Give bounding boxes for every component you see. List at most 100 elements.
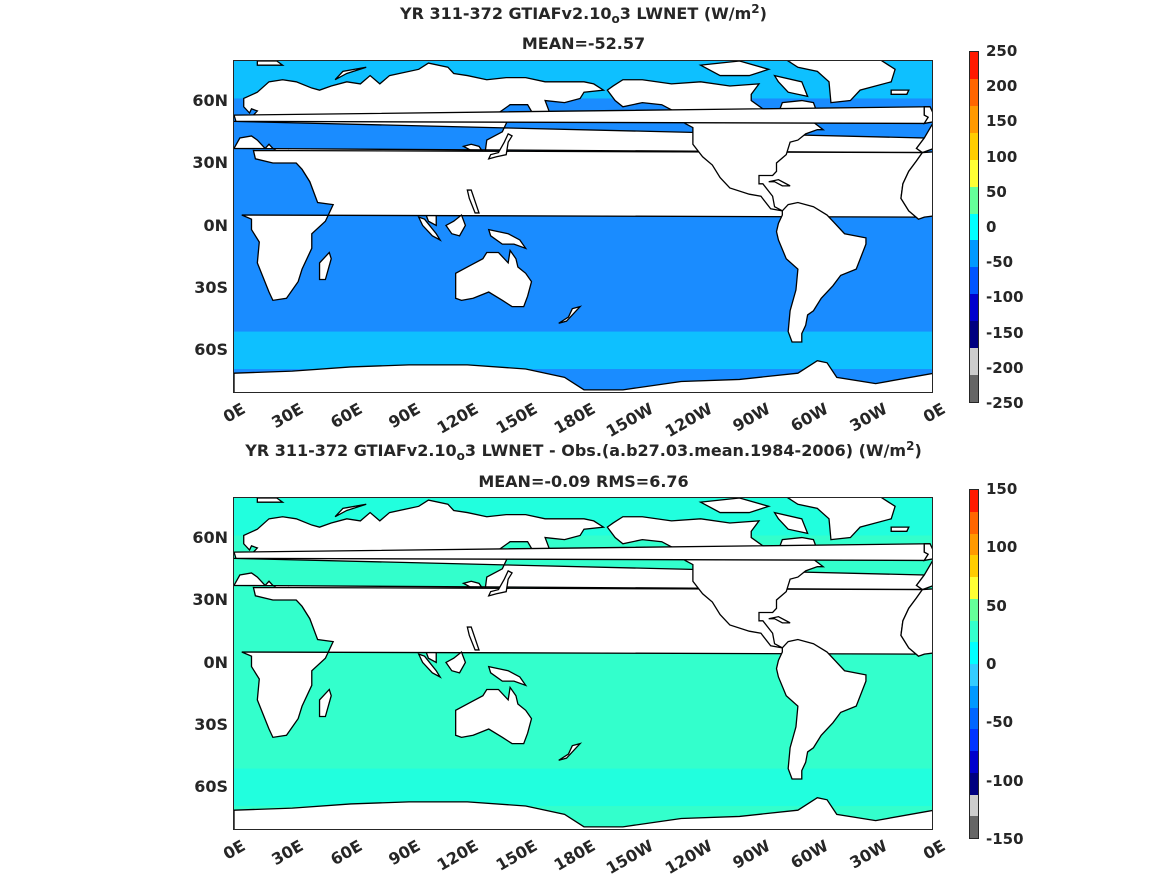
japan-landmass [487, 132, 513, 160]
colorbar-label: 150 [986, 480, 1018, 498]
colorbar-swatch [970, 105, 978, 133]
colorbar-swatch [970, 577, 978, 599]
greenland-landmass [786, 61, 896, 104]
baffin-landmass [773, 511, 809, 535]
colorbar-swatch [970, 186, 978, 214]
lon-label: 120E [433, 836, 482, 875]
lat-label: 60N [192, 90, 228, 110]
colorbar-swatch [970, 321, 978, 349]
novaya-landmass [334, 66, 367, 81]
eurasia-landmass-wrap [915, 123, 932, 154]
panel1-title: YR 311-372 GTIAFv2.10o3 LWNET (W/m2) [400, 2, 767, 26]
colorbar-swatch [970, 729, 978, 751]
panel2-map [233, 497, 933, 830]
panel2-title: YR 311-372 GTIAFv2.10o3 LWNET - Obs.(a.b… [245, 439, 922, 463]
greenland-landmass [786, 498, 896, 541]
colorbar-label: -200 [986, 358, 1024, 377]
colorbar-swatch [970, 132, 978, 160]
britain-landmass-wrap [922, 543, 932, 562]
colorbar-swatch [970, 348, 978, 376]
colorbar-label: 100 [986, 538, 1018, 557]
colorbar-swatch [970, 707, 978, 730]
samerica-landmass [775, 201, 867, 343]
lat-label: 30S [194, 277, 228, 297]
colorbar-swatch [970, 375, 978, 402]
iceland-landmass-wrap [890, 526, 910, 532]
colorbar-swatch [970, 794, 978, 817]
cuba-landmass [768, 178, 791, 187]
colorbar-label: 50 [986, 596, 1007, 615]
lon-label: 60E [326, 836, 366, 870]
colorbar-label: 250 [986, 42, 1018, 60]
colorbar-swatch [970, 267, 978, 295]
britain-landmass-wrap [922, 106, 932, 125]
lon-label: 120W [661, 836, 716, 878]
panel1-colorbar [969, 51, 979, 403]
newguinea-landmass [487, 228, 528, 250]
colorbar-label: -50 [986, 713, 1014, 732]
lon-label: 180E [550, 836, 599, 875]
nz-landmass [558, 305, 583, 324]
colorbar-swatch [970, 664, 978, 686]
sumatra-landmass [417, 215, 442, 242]
panel2-colorbar [969, 489, 979, 839]
madagascar-landmass [318, 688, 332, 718]
colorbar-label: 150 [986, 112, 1018, 131]
colorbar-label: 50 [986, 182, 1007, 201]
antarctica-landmass [234, 797, 932, 829]
lon-label: 30W [846, 836, 891, 873]
panel2-subtitle: MEAN=-0.09 RMS=6.76 [478, 472, 689, 491]
philippines-landmass [466, 189, 480, 214]
colorbar-swatch [970, 294, 978, 322]
australia-landmass [455, 685, 533, 745]
colorbar-swatch [970, 213, 978, 241]
colorbar-label: -50 [986, 253, 1014, 272]
sumatra-landmass [417, 652, 442, 679]
madagascar-landmass [318, 251, 332, 281]
colorbar-swatch [970, 555, 978, 577]
arcticisles-landmass [698, 61, 771, 77]
colorbar-swatch [970, 78, 978, 106]
colorbar-swatch [970, 533, 978, 556]
panel1-map [233, 60, 933, 393]
japan-landmass [487, 569, 513, 597]
colorbar-label: -150 [986, 830, 1024, 848]
colorbar-swatch [970, 772, 978, 795]
svalbard-landmass [256, 498, 285, 503]
panel1-subtitle: MEAN=-52.57 [521, 34, 646, 53]
philippines-landmass [466, 626, 480, 651]
colorbar-label: 100 [986, 147, 1018, 166]
colorbar-label: -100 [986, 288, 1024, 307]
lon-label: 30E [268, 836, 307, 870]
lon-label: 0E [219, 836, 249, 864]
colorbar-label: 0 [986, 218, 997, 236]
africa-landmass-wrap [900, 151, 932, 220]
colorbar-swatch [970, 751, 978, 773]
lat-label: 0N [203, 652, 228, 672]
colorbar-label: -150 [986, 323, 1024, 342]
africa-landmass-wrap [900, 588, 932, 657]
colorbar-swatch [970, 620, 978, 643]
samerica-landmass [775, 638, 867, 780]
colorbar-label: 0 [986, 655, 997, 673]
arcticisles-landmass [698, 498, 771, 514]
australia-landmass [455, 248, 533, 308]
eurasia-landmass-wrap [915, 560, 932, 591]
colorbar-swatch [970, 816, 978, 838]
colorbar-swatch [970, 685, 978, 708]
novaya-landmass [334, 503, 367, 518]
lon-label: 90E [385, 836, 424, 870]
lat-label: 30N [192, 153, 228, 173]
lat-label: 60N [192, 527, 228, 547]
lon-label: 60W [787, 836, 832, 873]
newguinea-landmass [487, 665, 528, 687]
lon-label: 150W [603, 836, 657, 878]
colorbar-swatch [970, 159, 978, 187]
baffin-landmass [773, 74, 809, 98]
colorbar-label: -250 [986, 394, 1024, 412]
lat-label: 0N [203, 215, 228, 235]
colorbar-swatch [970, 490, 978, 512]
lon-label: 0E [919, 836, 949, 864]
colorbar-swatch [970, 52, 978, 79]
colorbar-label: -100 [986, 771, 1024, 790]
